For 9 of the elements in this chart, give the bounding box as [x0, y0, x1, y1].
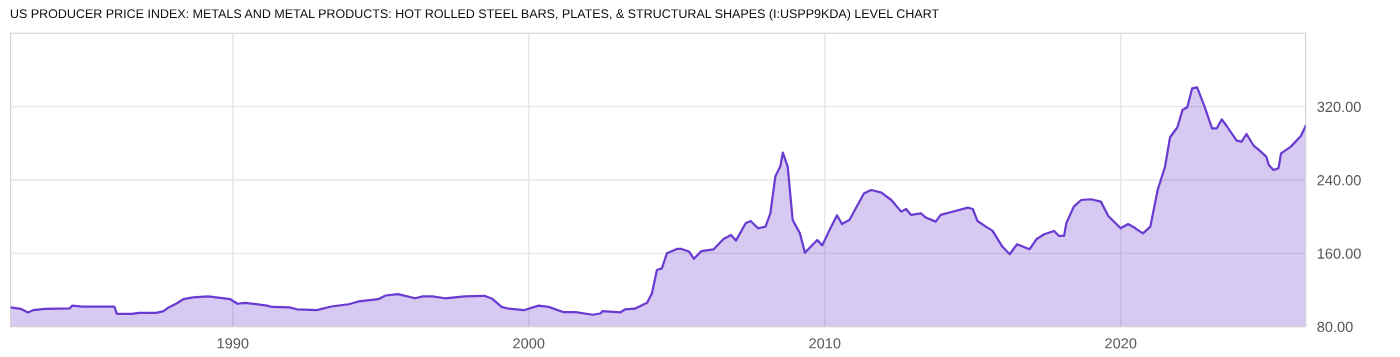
x-tick-label: 2010 — [809, 338, 841, 349]
x-tick-label: 2020 — [1105, 338, 1137, 349]
x-tick-label: 2000 — [513, 338, 545, 349]
chart-title: US PRODUCER PRICE INDEX: METALS AND METAL PRODUCTS: HOT ROLLED STEEL BARS, PLATES, & STRUCTURAL SHAPES (I:USPP9KDA) LEVEL CHART — [10, 8, 939, 21]
y-tick-label: 240.00 — [1317, 175, 1361, 186]
y-tick-label: 80.00 — [1317, 321, 1353, 333]
y-tick-label: 160.00 — [1317, 248, 1361, 259]
y-tick-label: 320.00 — [1317, 101, 1361, 113]
x-tick-label: 1990 — [217, 338, 249, 349]
